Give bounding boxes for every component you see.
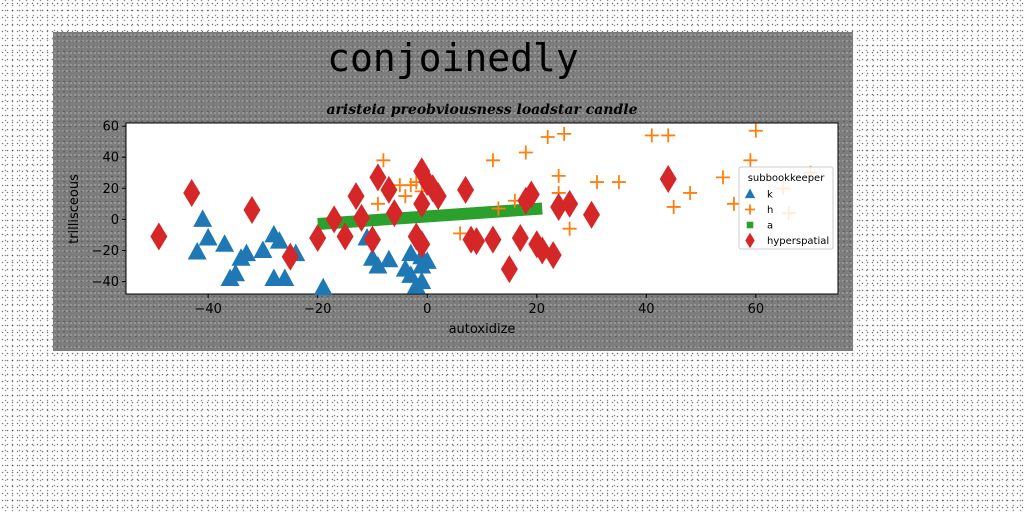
series-h-point (453, 226, 468, 241)
series-hyperspatial-point (550, 192, 568, 221)
series-k-point (275, 268, 295, 286)
series-hyperspatial-point (517, 186, 535, 215)
series-hyperspatial-point (183, 178, 201, 207)
legend-marker-a (746, 221, 754, 229)
series-hyperspatial-point (561, 189, 579, 218)
y-tick-label: 60 (102, 120, 119, 135)
x-axis-label: autoxidize (449, 322, 516, 337)
series-k-point (187, 242, 207, 260)
series-h-point (562, 221, 577, 236)
legend-marker-h (745, 204, 755, 215)
series-hyperspatial-point (511, 224, 529, 253)
series-h-point (540, 129, 555, 144)
legend-title: subbookkeeper (748, 173, 826, 184)
y-tick-label: 40 (102, 151, 119, 166)
chart-suptitle: conjoinedly (327, 36, 579, 80)
x-tick-label: −20 (304, 302, 331, 317)
series-h-point (661, 128, 676, 143)
x-tick-label: 40 (638, 302, 655, 317)
series-a-regression-band (317, 202, 543, 231)
series-k-point (412, 271, 432, 290)
series-hyperspatial-point (325, 205, 343, 234)
series-k-point (313, 277, 333, 296)
legend-label-k: k (767, 190, 773, 201)
series-k-point (220, 268, 240, 286)
legend-label-a: a (767, 221, 773, 232)
series-hyperspatial-point (385, 199, 403, 228)
series-h-point (518, 145, 533, 160)
series-hyperspatial-point (484, 225, 502, 254)
y-tick-label: −40 (92, 275, 119, 290)
legend-marker-k (744, 188, 756, 199)
series-k-point (198, 228, 218, 246)
series-k-point (379, 249, 399, 268)
legend: subbookkeeper kha hyperspatial (738, 166, 834, 250)
series-h-point (485, 153, 500, 168)
series-hyperspatial-point (583, 200, 601, 229)
scatter-chart: conjoinedly aristeia preobviousness load… (67, 36, 839, 337)
series-k-point (215, 234, 235, 252)
chart-title: aristeia preobviousness loadstar candle (326, 102, 637, 118)
series-k-point (368, 256, 388, 274)
series-h-point (551, 168, 566, 183)
data-marks (150, 123, 818, 296)
series-k-point (401, 243, 421, 262)
series-hyperspatial-point (544, 241, 562, 270)
y-tick-label: −20 (92, 244, 119, 259)
series-hyperspatial-point (347, 182, 365, 211)
series-h-point (611, 175, 626, 190)
legend-box (738, 166, 834, 250)
series-h-point (683, 185, 698, 200)
x-tick-label: −40 (194, 302, 221, 317)
series-k-point (269, 231, 289, 249)
series-hyperspatial-point (336, 222, 354, 251)
series-hyperspatial-point (369, 163, 387, 192)
x-tick-label: 0 (423, 302, 431, 317)
y-tick-label: 0 (111, 213, 119, 228)
series-h-point (370, 196, 385, 211)
series-k-point (236, 243, 256, 262)
series-h-point (398, 189, 413, 204)
series-h-point (491, 201, 506, 216)
series-hyperspatial-point (413, 189, 431, 218)
series-hyperspatial-point (309, 224, 327, 253)
series-hyperspatial-point (413, 230, 431, 259)
series-hyperspatial-point (457, 175, 475, 204)
series-hyperspatial-point (468, 227, 486, 256)
series-h-point (376, 153, 391, 168)
x-tick-label: 20 (528, 302, 545, 317)
legend-label-hyperspatial: hyperspatial (767, 236, 829, 247)
figure-panel: conjoinedly aristeia preobviousness load… (53, 32, 853, 351)
y-axis-label: trillisceous (67, 174, 82, 244)
y-tick-label: 20 (102, 182, 119, 197)
series-h-point (557, 126, 572, 141)
series-h-point (743, 153, 758, 168)
series-hyperspatial-point (150, 222, 168, 251)
series-hyperspatial-point (380, 175, 398, 204)
series-hyperspatial-point (522, 180, 540, 209)
legend-label-h: h (767, 205, 773, 216)
series-hyperspatial-point (429, 182, 447, 211)
x-tick-label: 60 (748, 302, 765, 317)
series-h-point (644, 128, 659, 143)
series-k-point (253, 240, 273, 258)
series-hyperspatial-point (353, 203, 371, 232)
series-hyperspatial-point (243, 196, 261, 225)
series-k-point (417, 251, 437, 269)
series-h-point (590, 175, 605, 190)
series-hyperspatial-point (659, 164, 677, 193)
series-h-point (748, 123, 763, 138)
series-hyperspatial-point (281, 242, 299, 271)
series-hyperspatial-point (363, 225, 381, 254)
series-h-point (715, 170, 730, 185)
axis-ticks: −40 −20 0 20 40 60 −40 −20 0 20 40 60 (92, 120, 765, 317)
series-h-point (666, 199, 681, 214)
series-k-point (193, 209, 213, 227)
legend-marker-hyperspatial (745, 232, 755, 249)
